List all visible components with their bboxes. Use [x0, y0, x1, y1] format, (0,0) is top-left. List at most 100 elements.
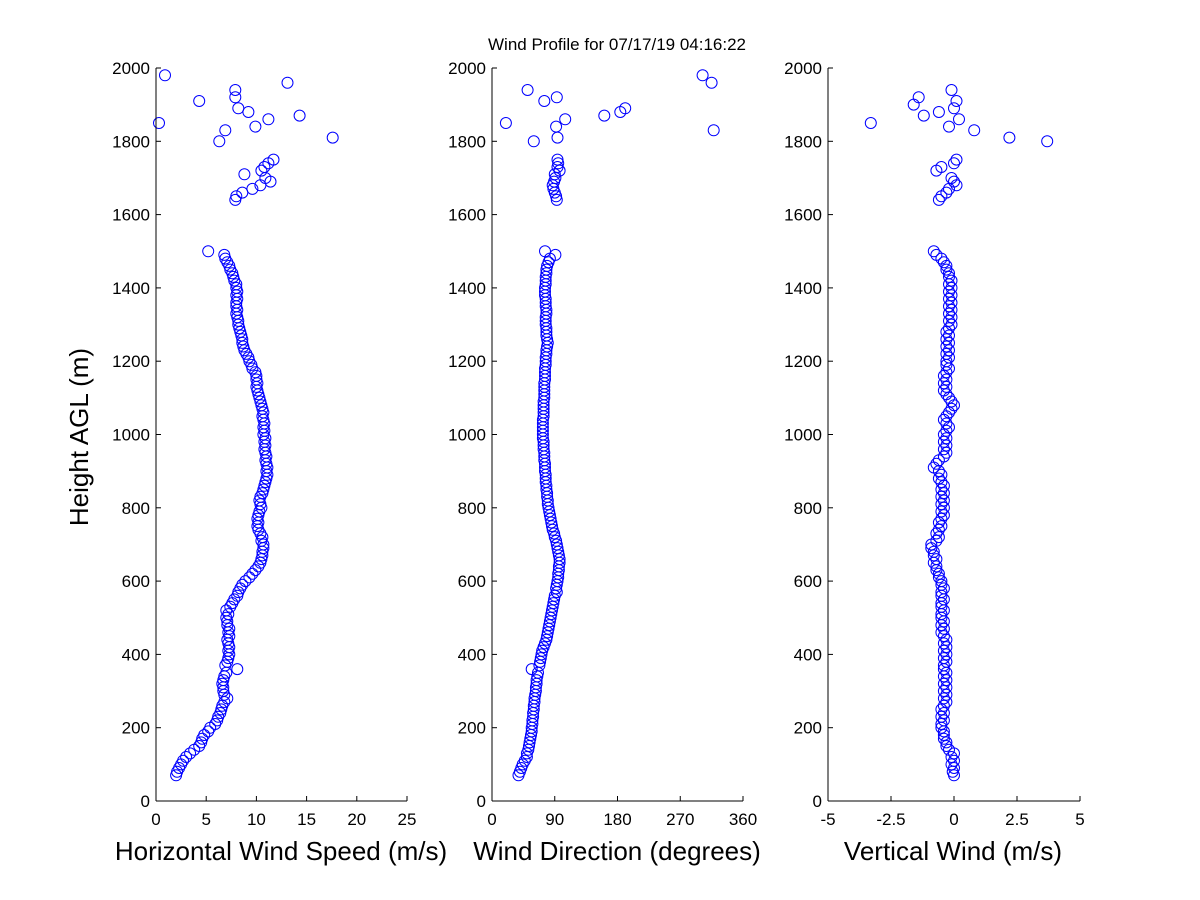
vertical-wind-point	[930, 534, 943, 547]
horizontal-speed-point	[170, 769, 183, 782]
vertical-wind-point	[943, 267, 955, 280]
wind-direction-y-tick-label: 1800	[448, 132, 486, 151]
wind-direction-y-tick-label: 1600	[448, 206, 486, 225]
wind-direction-x-tick-label: 270	[666, 810, 694, 829]
vertical-wind-y-tick-label: 1000	[784, 426, 822, 445]
horizontal-speed-point	[281, 76, 294, 89]
vertical-wind-point	[932, 106, 945, 118]
horizontal-speed-point	[256, 487, 269, 500]
vertical-wind-point	[937, 494, 950, 507]
horizontal-speed-point	[184, 747, 197, 760]
horizontal-speed-y-tick-label: 1600	[112, 206, 150, 225]
vertical-wind-point	[945, 402, 958, 415]
vertical-wind-point	[943, 344, 955, 357]
vertical-wind-point	[945, 274, 958, 287]
wind-direction-point	[614, 106, 627, 118]
vertical-wind-point	[937, 604, 950, 617]
horizontal-speed-point	[254, 556, 267, 569]
wind-direction-x-tick-label: 90	[545, 810, 564, 829]
horizontal-speed-point	[177, 754, 190, 767]
vertical-wind-point	[912, 91, 925, 104]
vertical-wind-point	[945, 289, 958, 302]
vertical-wind-point	[932, 531, 945, 544]
vertical-wind-point	[935, 468, 948, 481]
horizontal-speed-x-tick-label: 15	[297, 810, 316, 829]
horizontal-speed-point	[193, 95, 206, 107]
horizontal-speed-point	[219, 124, 232, 137]
vertical-wind-point	[940, 681, 953, 694]
vertical-wind-point	[945, 281, 958, 294]
vertical-wind-point	[1041, 135, 1054, 148]
vertical-wind-point	[937, 450, 950, 463]
vertical-wind-point	[940, 740, 953, 752]
horizontal-speed-point	[255, 399, 268, 412]
vertical-wind-x-tick-label: 5	[1075, 810, 1084, 829]
vertical-wind-point	[940, 432, 953, 445]
horizontal-speed-point	[293, 109, 306, 122]
wind-direction-point	[550, 120, 563, 133]
vertical-wind-y-tick-label: 400	[794, 645, 822, 664]
vertical-wind-point	[943, 322, 955, 335]
vertical-wind-point	[968, 124, 981, 137]
wind-direction-y-tick-label: 0	[477, 792, 486, 811]
vertical-wind-point	[943, 406, 955, 419]
wind-direction-x-tick-label: 0	[487, 810, 496, 829]
horizontal-speed-point	[221, 692, 234, 705]
horizontal-speed-point	[257, 406, 270, 419]
wind-direction-y-tick-label: 800	[458, 499, 486, 518]
wind-direction-point	[549, 248, 562, 261]
horizontal-speed-point	[180, 751, 193, 763]
vertical-wind-point	[950, 95, 963, 107]
horizontal-speed-point	[202, 245, 215, 258]
vertical-wind-point	[937, 659, 950, 672]
horizontal-speed-point	[228, 274, 241, 287]
vertical-wind-point	[943, 292, 955, 305]
vertical-wind-point	[943, 421, 955, 434]
vertical-wind-y-tick-label: 1200	[784, 352, 822, 371]
wind-direction-x-tick-label: 180	[603, 810, 631, 829]
vertical-wind-y-tick-label: 2000	[784, 59, 822, 78]
horizontal-speed-point	[153, 117, 165, 129]
wind-direction-point	[521, 84, 534, 96]
vertical-wind-point	[937, 699, 950, 712]
vertical-wind-point	[940, 688, 953, 701]
horizontal-speed-point	[256, 402, 269, 415]
vertical-wind-point	[940, 424, 953, 437]
horizontal-speed-point	[231, 285, 244, 298]
vertical-wind-point	[940, 325, 953, 338]
horizontal-speed-point	[262, 113, 275, 126]
vertical-wind-point	[940, 439, 953, 452]
horizontal-speed-point	[231, 589, 244, 602]
horizontal-speed-point	[258, 417, 271, 430]
vertical-wind-point	[937, 729, 950, 741]
vertical-wind-point	[937, 377, 950, 390]
vertical-wind-point	[935, 703, 948, 716]
horizontal-speed-point	[229, 193, 242, 206]
vertical-wind-point	[935, 626, 948, 639]
vertical-wind-point	[948, 102, 960, 115]
vertical-wind-point	[940, 633, 953, 646]
horizontal-speed-axes: 0 200 400 600 800 1000 1200 1400 1600 1800 2000 0 5 1…	[112, 59, 416, 829]
horizontal-speed-point	[267, 153, 280, 166]
vertical-wind-point	[940, 333, 953, 346]
vertical-wind-point	[937, 443, 950, 456]
vertical-wind-point	[943, 285, 955, 298]
horizontal-speed-point	[213, 135, 226, 148]
horizontal-speed-point	[258, 479, 271, 492]
vertical-wind-point	[940, 410, 953, 423]
vertical-wind-point	[935, 498, 948, 511]
vertical-wind-point	[932, 567, 945, 580]
horizontal-speed-point	[159, 69, 171, 82]
vertical-wind-point	[953, 113, 965, 126]
vertical-wind-point	[937, 692, 950, 705]
vertical-wind-point	[937, 256, 950, 269]
vertical-wind-point	[948, 762, 960, 774]
wind-direction-axes: 0 200 400 600 800 1000 1200 1400 1600 1800 2000 0 90…	[448, 59, 757, 829]
wind-direction-point	[696, 69, 709, 82]
horizontal-speed-x-tick-label: 5	[201, 810, 210, 829]
panel-vertical-wind: 0 200 400 600 800 1000 1200 1400 1600 1800 2000 -5 -…	[784, 59, 1085, 866]
horizontal-speed-point	[246, 182, 259, 195]
vertical-wind-point	[945, 758, 958, 771]
horizontal-speed-point	[231, 663, 244, 676]
